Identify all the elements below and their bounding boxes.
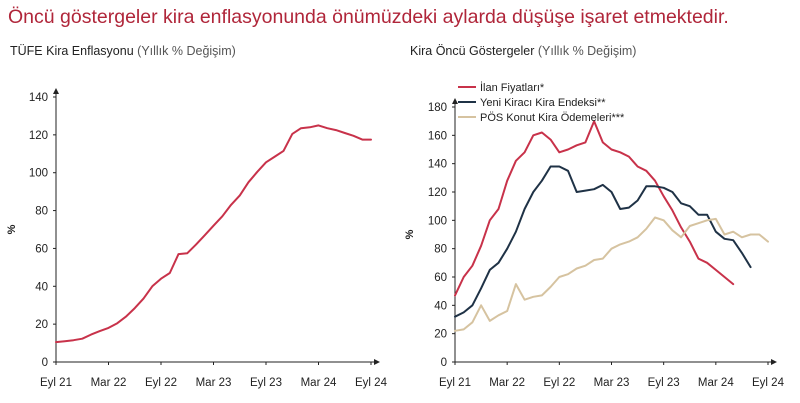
left-y-tick-label: 0 xyxy=(42,357,48,369)
right-x-tick-label: Mar 22 xyxy=(489,377,525,389)
left-y-tick-label: 60 xyxy=(35,243,48,255)
left-y-axis-arrow xyxy=(53,88,59,94)
right-y-tick-label: 0 xyxy=(441,357,447,369)
left-x-tick-label: Mar 22 xyxy=(91,377,127,389)
right-y-tick-label: 80 xyxy=(434,244,447,256)
right-y-tick-label: 180 xyxy=(428,102,447,114)
right-x-tick-label: Mar 23 xyxy=(594,377,630,389)
right-y-tick-label: 40 xyxy=(434,300,447,312)
right-y-axis-label: % xyxy=(404,229,416,239)
right-y-tick-label: 20 xyxy=(434,329,447,341)
left-y-tick-label: 120 xyxy=(29,130,48,142)
right-series-line-2 xyxy=(454,165,752,318)
right-x-tick-label: Eyl 24 xyxy=(752,377,785,389)
left-y-tick-label: 100 xyxy=(29,168,48,180)
left-y-tick-label: 40 xyxy=(35,281,48,293)
left-x-axis-arrow xyxy=(374,359,380,365)
right-x-tick-label: Mar 24 xyxy=(698,377,734,389)
left-x-tick-label: Eyl 22 xyxy=(145,377,177,389)
right-y-tick-label: 60 xyxy=(434,272,447,284)
right-x-axis-arrow xyxy=(771,359,777,365)
right-y-tick-label: 160 xyxy=(428,130,447,142)
left-chart-subtitle: (Yıllık % Değişim) xyxy=(137,44,236,58)
left-x-tick-label: Mar 24 xyxy=(301,377,337,389)
right-x-tick-label: Eyl 22 xyxy=(543,377,575,389)
left-y-tick-label: 140 xyxy=(29,92,48,104)
left-x-tick-label: Eyl 23 xyxy=(250,377,282,389)
right-series-line-1 xyxy=(454,120,735,297)
right-x-tick-label: Eyl 21 xyxy=(439,377,471,389)
right-y-tick-label: 140 xyxy=(428,159,447,171)
left-y-tick-label: 80 xyxy=(35,206,48,218)
right-chart-title-main: Kira Öncü Göstergeler xyxy=(410,44,535,58)
right-legend-label-2: Yeni Kiracı Kira Endeksi** xyxy=(480,97,606,109)
left-chart-title-main: TÜFE Kira Enflasyonu xyxy=(10,44,134,58)
right-chart-subtitle: (Yıllık % Değişim) xyxy=(537,44,637,58)
right-y-axis-arrow xyxy=(452,98,458,104)
right-legend-label-1: İlan Fiyatları* xyxy=(480,81,545,94)
left-y-axis-label: % xyxy=(6,224,18,234)
left-x-tick-label: Eyl 24 xyxy=(355,377,388,389)
right-chart-title: Kira Öncü Göstergeler (Yıllık % Değişim) xyxy=(410,44,636,58)
left-x-tick-label: Eyl 21 xyxy=(40,377,72,389)
left-x-tick-label: Mar 23 xyxy=(196,377,232,389)
right-y-tick-label: 100 xyxy=(428,215,447,227)
right-y-tick-label: 120 xyxy=(428,187,447,199)
right-series-line-3 xyxy=(454,216,769,332)
headline: Öncü göstergeler kira enflasyonunda önüm… xyxy=(8,6,729,28)
right-x-tick-label: Eyl 23 xyxy=(648,377,680,389)
left-chart-title: TÜFE Kira Enflasyonu (Yıllık % Değişim) xyxy=(10,44,236,58)
right-legend-label-3: PÖS Konut Kira Ödemeleri*** xyxy=(480,112,625,124)
left-series-line-1 xyxy=(55,124,372,344)
left-y-tick-label: 20 xyxy=(35,319,48,331)
